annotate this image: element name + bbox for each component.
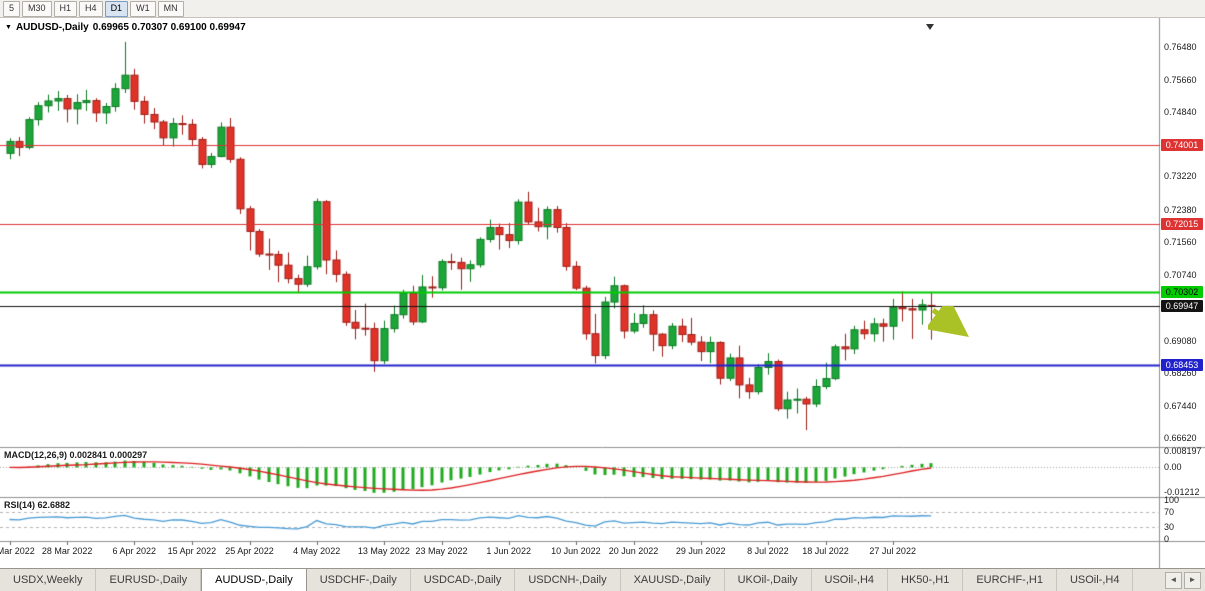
date-axis-label: 18 Mar 2022 xyxy=(0,546,35,556)
chart-title: ▼ AUDUSD-,Daily 0.69965 0.70307 0.69100 … xyxy=(5,22,246,33)
timeframe-button-m30[interactable]: M30 xyxy=(22,0,52,17)
symbol-tabs: USDX,Weekly EURUSD-,Daily AUDUSD-,Daily USD… xyxy=(0,569,1134,591)
timeframe-button-h1[interactable]: H1 xyxy=(53,0,78,17)
timeframe-button-w1[interactable]: W1 xyxy=(130,0,156,17)
price-axis-label: 0.75660 xyxy=(1164,74,1197,85)
trend-arrow-annotation[interactable] xyxy=(928,306,980,346)
price-axis-label: 0.70740 xyxy=(1164,269,1197,280)
date-axis-label: 18 Jul 2022 xyxy=(802,546,849,556)
chart-dropdown-icon: ▼ xyxy=(5,23,12,31)
date-axis-label: 4 May 2022 xyxy=(293,546,341,556)
macd-axis-label: 0.008197 xyxy=(1164,445,1202,456)
date-axis-label: 10 Jun 2022 xyxy=(551,546,601,556)
date-axis-label: 20 Jun 2022 xyxy=(608,546,659,556)
date-axis-label: 8 Jul 2022 xyxy=(747,546,789,556)
symbol-tab-usdchf-daily[interactable]: USDCHF-,Daily xyxy=(307,569,411,591)
symbol-tab-usdcnh-daily[interactable]: USDCNH-,Daily xyxy=(515,569,621,591)
rsi-axis-label: 0 xyxy=(1164,534,1170,544)
price-axis-label: 0.73220 xyxy=(1164,171,1197,182)
price-chart-canvas[interactable] xyxy=(0,18,1205,568)
date-axis-label: 15 Apr 2022 xyxy=(167,546,217,556)
date-axis-label: 6 Apr 2022 xyxy=(112,546,157,556)
timeframe-button-h4[interactable]: H4 xyxy=(79,0,103,17)
date-axis-label: 25 Apr 2022 xyxy=(225,546,274,556)
price-axis-label: 0.72380 xyxy=(1164,204,1197,215)
rsi-axis-label: 30 xyxy=(1164,522,1175,533)
chart-symbol-label: AUDUSD-,Daily xyxy=(15,22,89,33)
date-axis-label: 27 Jul 2022 xyxy=(869,546,916,556)
price-tag: 0.74001 xyxy=(1161,139,1203,152)
symbol-tab-bar: USDX,Weekly EURUSD-,Daily AUDUSD-,Daily USD… xyxy=(0,568,1205,591)
date-axis-label: 29 Jun 2022 xyxy=(675,546,726,556)
tab-scroll-controls: ◄ ► xyxy=(1161,569,1205,591)
tab-scroll-right-button[interactable]: ► xyxy=(1184,571,1201,589)
price-tag: 0.68453 xyxy=(1161,359,1203,372)
rsi-indicator-label: RSI(14) 62.6882 xyxy=(4,500,71,510)
date-axis-label: 23 May 2022 xyxy=(415,546,468,556)
symbol-tab-ukoil-daily[interactable]: UKOil-,Daily xyxy=(725,569,812,591)
chart-ohlc-values: 0.69965 0.70307 0.69100 0.69947 xyxy=(92,22,246,33)
timeframe-buttons: 5 M30 H1 H4 D1 W1 MN xyxy=(3,0,184,17)
price-axis-label: 0.66620 xyxy=(1164,433,1197,444)
tab-scroll-left-button[interactable]: ◄ xyxy=(1165,571,1182,589)
symbol-tab-hk50-h1[interactable]: HK50-,H1 xyxy=(888,569,964,591)
timeframe-button-5[interactable]: 5 xyxy=(3,0,21,17)
date-axis-label: 28 Mar 2022 xyxy=(41,546,93,556)
symbol-tab-usdx-weekly[interactable]: USDX,Weekly xyxy=(0,569,97,591)
symbol-tab-eurusd-daily[interactable]: EURUSD-,Daily xyxy=(96,569,202,591)
price-axis-label: 0.67440 xyxy=(1164,400,1197,411)
timeframe-button-d1[interactable]: D1 xyxy=(104,0,129,17)
price-axis-label: 0.71560 xyxy=(1164,237,1197,248)
symbol-tab-xauusd-daily[interactable]: XAUUSD-,Daily xyxy=(621,569,725,591)
price-axis-label: 0.74840 xyxy=(1164,107,1197,118)
rsi-axis-label: 70 xyxy=(1164,506,1175,517)
date-axis-label: 13 May 2022 xyxy=(357,546,410,556)
price-tag: 0.69947 xyxy=(1161,300,1203,313)
price-axis-label: 0.69080 xyxy=(1164,335,1197,346)
macd-axis-label: -0.01212 xyxy=(1164,487,1200,498)
symbol-tab-audusd-daily[interactable]: AUDUSD-,Daily xyxy=(201,569,307,591)
chart-shift-marker-icon xyxy=(926,24,934,30)
price-axis-label: 0.68260 xyxy=(1164,368,1197,379)
symbol-tab-eurchf-h1[interactable]: EURCHF-,H1 xyxy=(963,569,1057,591)
macd-axis-label: 0.00 xyxy=(1164,462,1182,473)
rsi-axis-label: 100 xyxy=(1164,495,1180,505)
price-tag: 0.70302 xyxy=(1161,286,1203,299)
price-tag: 0.72015 xyxy=(1161,218,1203,231)
symbol-tab-usdcad-daily[interactable]: USDCAD-,Daily xyxy=(411,569,516,591)
date-axis-label: 1 Jun 2022 xyxy=(486,546,531,556)
macd-indicator-label: MACD(12,26,9) 0.002841 0.000297 xyxy=(4,450,148,460)
symbol-tab-usoil-h4[interactable]: USOil-,H4 xyxy=(1057,569,1134,591)
timeframe-toolbar: 5 M30 H1 H4 D1 W1 MN xyxy=(0,0,1205,18)
symbol-tab-usoil-h4[interactable]: USOil-,H4 xyxy=(812,569,889,591)
timeframe-button-mn[interactable]: MN xyxy=(157,0,184,17)
price-axis-label: 0.76480 xyxy=(1164,42,1197,53)
